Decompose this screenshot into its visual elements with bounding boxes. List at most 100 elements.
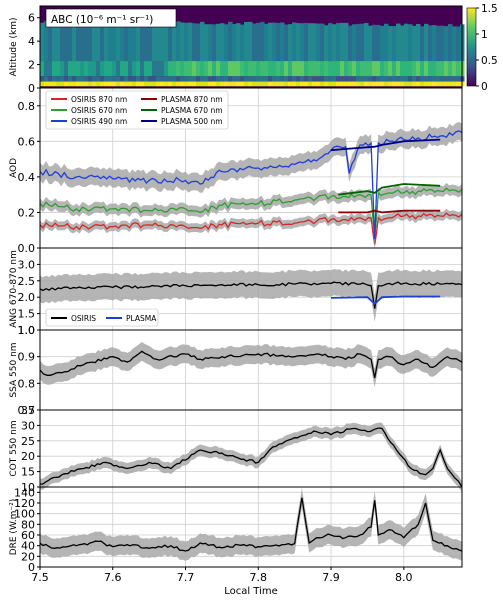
abc-cell-3 <box>300 81 305 87</box>
abc-cell-0 <box>136 21 141 62</box>
abc-cell-0 <box>316 23 321 62</box>
abc-cell-3 <box>280 81 285 87</box>
abc-cell-2 <box>412 76 417 82</box>
abc-cell-2 <box>340 76 345 82</box>
abc-cell-3 <box>112 81 117 87</box>
abc-cell-2 <box>116 76 121 82</box>
abc-cell-2 <box>184 76 189 82</box>
abc-cell-3 <box>400 81 405 87</box>
abc-cell-2 <box>148 76 153 82</box>
abc-cell-2 <box>208 76 213 82</box>
abc-cell-3 <box>80 81 85 87</box>
ssa-ylabel: SSA 550 nm <box>9 342 19 397</box>
abc-cell-0 <box>224 24 229 62</box>
abc-cell-0 <box>76 21 81 62</box>
cot-ylabel: COT 550 nm <box>9 420 19 476</box>
ang-uncertainty-band-0 <box>40 269 462 322</box>
abc-cell-1 <box>416 61 421 77</box>
abc-cell-1 <box>44 61 49 77</box>
abc-cell-3 <box>232 81 237 87</box>
abc-cell-1 <box>84 61 89 77</box>
abc-cell-0 <box>372 24 377 62</box>
abc-cell-1 <box>380 61 385 77</box>
abc-cell-1 <box>356 61 361 77</box>
abc-cell-3 <box>372 81 377 87</box>
abc-cell-1 <box>204 61 209 77</box>
abc-cell-2 <box>292 76 297 82</box>
abc-cell-1 <box>124 61 129 77</box>
abc-cell-2 <box>40 76 45 82</box>
abc-cell-2 <box>132 76 137 82</box>
abc-cell-0 <box>336 23 341 62</box>
abc-cell-3 <box>132 81 137 87</box>
abc-cell-2 <box>136 76 141 82</box>
abc-cell-2 <box>228 76 233 82</box>
abc-cell-2 <box>336 76 341 82</box>
abc-cell-1 <box>364 61 369 77</box>
abc-cell-0 <box>200 21 205 62</box>
abc-cell-1 <box>40 61 45 77</box>
abc-cell-1 <box>188 61 193 77</box>
aod-legend-label: PLASMA 870 nm <box>161 95 223 104</box>
abc-cell-3 <box>204 81 209 87</box>
abc-cell-0 <box>456 26 461 62</box>
abc-cell-0 <box>172 23 177 62</box>
abc-cell-0 <box>100 22 105 62</box>
aod-ytick-label: 0.4 <box>18 171 36 184</box>
x-tick-label: 7.7 <box>177 571 195 584</box>
ssa-ytick-label: 0.9 <box>18 351 36 364</box>
abc-cell-2 <box>192 76 197 82</box>
abc-cell-3 <box>48 81 53 87</box>
abc-cell-0 <box>280 22 285 62</box>
abc-cell-2 <box>216 76 221 82</box>
abc-cell-3 <box>308 81 313 87</box>
abc-cell-0 <box>408 24 413 62</box>
abc-cell-3 <box>436 81 441 87</box>
abc-cell-2 <box>232 76 237 82</box>
abc-cell-1 <box>100 61 105 77</box>
abc-cell-1 <box>212 61 217 77</box>
abc-cell-0 <box>80 22 85 62</box>
abc-cell-0 <box>388 26 393 62</box>
abc-cell-3 <box>140 81 145 87</box>
abc-cell-1 <box>184 61 189 77</box>
abc-cell-1 <box>176 61 181 77</box>
abc-cell-0 <box>296 23 301 62</box>
dre-ylabel: DRE (W.m⁻²) <box>9 499 19 556</box>
abc-cell-3 <box>256 81 261 87</box>
abc-cell-2 <box>396 76 401 82</box>
abc-ytick-label: 4 <box>28 35 35 48</box>
abc-cell-0 <box>124 23 129 62</box>
abc-cell-3 <box>148 81 153 87</box>
abc-cell-3 <box>376 81 381 87</box>
aod-series-line-3 <box>338 209 441 214</box>
abc-cell-1 <box>308 61 313 77</box>
abc-cell-0 <box>432 25 437 62</box>
abc-cell-1 <box>248 61 253 77</box>
abc-cell-0 <box>420 26 425 62</box>
abc-cell-1 <box>284 61 289 77</box>
ang-legend-label: OSIRIS <box>71 314 96 323</box>
abc-cell-0 <box>304 22 309 62</box>
abc-cell-0 <box>308 23 313 62</box>
abc-cell-1 <box>404 61 409 77</box>
abc-cell-0 <box>360 23 365 62</box>
abc-cell-1 <box>80 61 85 77</box>
abc-cell-3 <box>104 81 109 87</box>
abc-cell-3 <box>180 81 185 87</box>
cot-ytick-label: 35 <box>21 404 35 417</box>
colorbar-tick-label: 1.5 <box>481 3 498 15</box>
abc-cell-2 <box>140 76 145 82</box>
abc-cell-2 <box>356 76 361 82</box>
abc-cell-2 <box>112 76 117 82</box>
abc-cell-3 <box>384 81 389 87</box>
abc-cell-1 <box>428 61 433 77</box>
abc-cell-1 <box>196 61 201 77</box>
abc-cell-0 <box>272 22 277 62</box>
abc-cell-0 <box>40 22 45 62</box>
abc-cell-2 <box>44 76 49 82</box>
abc-annotation: ABC (10⁻⁶ m⁻¹ sr⁻¹) <box>51 14 153 26</box>
abc-cell-2 <box>352 76 357 82</box>
abc-cell-1 <box>412 61 417 77</box>
abc-cell-0 <box>356 23 361 62</box>
